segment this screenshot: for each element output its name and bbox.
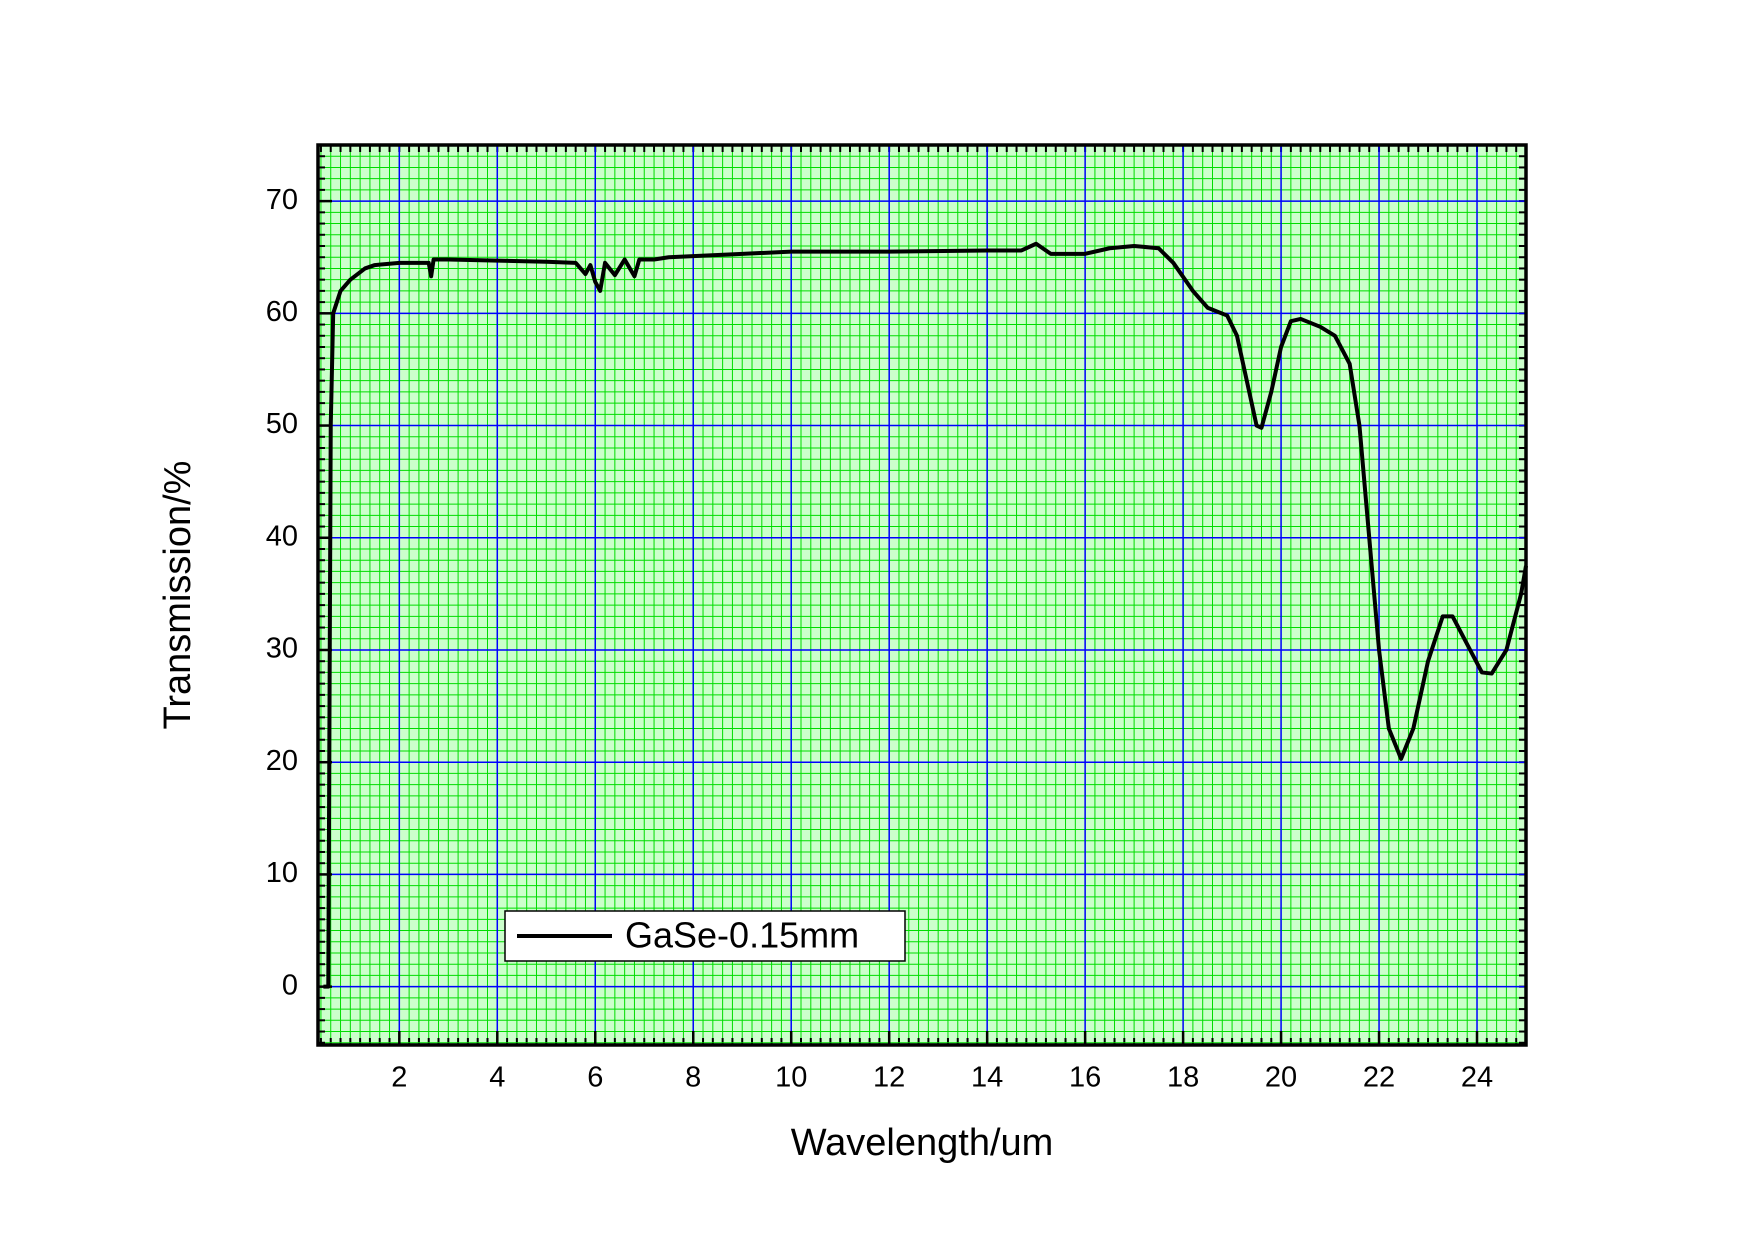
y-tick-label: 20 bbox=[266, 745, 298, 777]
x-tick-label: 16 bbox=[1069, 1062, 1101, 1094]
x-axis-label: Wavelength/um bbox=[791, 1122, 1054, 1164]
x-tick-label: 12 bbox=[873, 1062, 905, 1094]
y-tick-label: 50 bbox=[266, 408, 298, 440]
x-tick-label: 24 bbox=[1461, 1062, 1493, 1094]
x-tick-label: 10 bbox=[775, 1062, 807, 1094]
y-tick-label: 60 bbox=[266, 296, 298, 328]
plot-background bbox=[318, 145, 1526, 1045]
y-tick-label: 70 bbox=[266, 184, 298, 216]
plot-frame bbox=[316, 143, 1528, 1047]
x-tick-label: 14 bbox=[971, 1062, 1003, 1094]
x-tick-label: 6 bbox=[587, 1062, 603, 1094]
y-tick-label: 40 bbox=[266, 520, 298, 552]
y-tick-label: 30 bbox=[266, 633, 298, 665]
y-tick-label: 0 bbox=[282, 969, 298, 1001]
x-tick-label: 18 bbox=[1167, 1062, 1199, 1094]
x-tick-label: 8 bbox=[685, 1062, 701, 1094]
x-tick-label: 2 bbox=[391, 1062, 407, 1094]
series-line bbox=[323, 241, 1528, 989]
legend-label: GaSe-0.15mm bbox=[625, 915, 859, 956]
y-axis-label: Transmission/% bbox=[157, 461, 199, 730]
x-tick-label: 22 bbox=[1363, 1062, 1395, 1094]
y-tick-label: 10 bbox=[266, 857, 298, 889]
x-tick-label: 4 bbox=[489, 1062, 505, 1094]
x-tick-label: 20 bbox=[1265, 1062, 1297, 1094]
